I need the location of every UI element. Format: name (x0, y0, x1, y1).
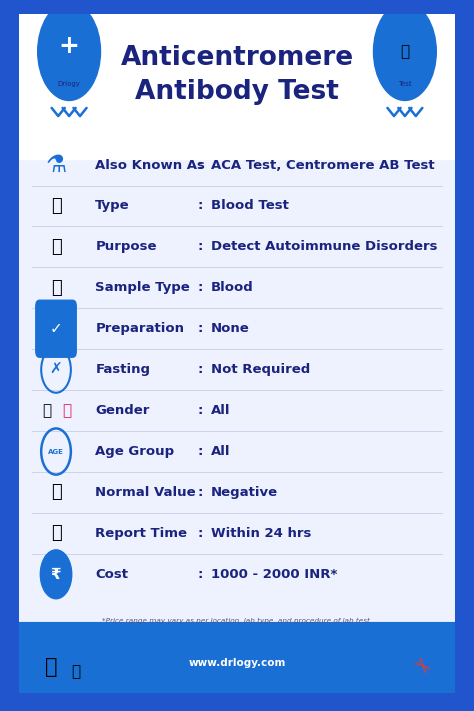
FancyBboxPatch shape (10, 1, 464, 160)
Text: Cost: Cost (95, 568, 128, 581)
Text: ✂: ✂ (407, 654, 433, 680)
Circle shape (40, 550, 72, 599)
Text: Gender: Gender (95, 404, 150, 417)
Text: All: All (211, 445, 230, 458)
Text: Drlogy: Drlogy (58, 81, 81, 87)
Text: Blood: Blood (211, 282, 254, 294)
Text: Not Required: Not Required (211, 363, 310, 376)
Text: Age Group: Age Group (95, 445, 174, 458)
Text: ₹: ₹ (51, 567, 61, 582)
Text: *Price range may vary as per location, lab type, and procedure of lab test.: *Price range may vary as per location, l… (102, 618, 372, 624)
Text: 🧪: 🧪 (401, 44, 410, 59)
Text: :: : (197, 240, 202, 253)
Text: :: : (197, 404, 202, 417)
Text: :: : (197, 527, 202, 540)
Text: 🎛: 🎛 (51, 483, 62, 501)
Text: :: : (197, 363, 202, 376)
Text: :: : (197, 322, 202, 336)
Text: Preparation: Preparation (95, 322, 184, 336)
Text: Antibody Test: Antibody Test (135, 80, 339, 105)
Text: All: All (211, 404, 230, 417)
Text: ⚗: ⚗ (46, 153, 66, 177)
Text: :: : (197, 282, 202, 294)
Text: ✗: ✗ (50, 362, 63, 377)
Text: +: + (59, 34, 80, 58)
Text: Fasting: Fasting (95, 363, 150, 376)
Text: Anticentromere: Anticentromere (120, 46, 354, 71)
Text: None: None (211, 322, 250, 336)
Text: 💉: 💉 (51, 279, 62, 296)
Text: 🔍: 🔍 (46, 658, 58, 678)
Text: Purpose: Purpose (95, 240, 157, 253)
Text: 💡: 💡 (51, 238, 62, 256)
Text: Within 24 hrs: Within 24 hrs (211, 527, 311, 540)
Text: Test: Test (398, 81, 412, 87)
Text: 🧪: 🧪 (71, 664, 80, 679)
Text: Blood Test: Blood Test (211, 200, 289, 213)
Text: Also Known As: Also Known As (95, 159, 205, 171)
Circle shape (374, 3, 436, 100)
Text: Type: Type (95, 200, 130, 213)
Text: AGE: AGE (48, 449, 64, 454)
Text: 👩: 👩 (63, 403, 72, 418)
Text: :: : (197, 159, 202, 171)
Text: :: : (197, 568, 202, 581)
Text: 👨: 👨 (42, 403, 51, 418)
Text: Sample Type: Sample Type (95, 282, 190, 294)
Text: www.drlogy.com: www.drlogy.com (188, 658, 286, 668)
Text: 1000 - 2000 INR*: 1000 - 2000 INR* (211, 568, 337, 581)
Text: Report Time: Report Time (95, 527, 187, 540)
FancyBboxPatch shape (35, 299, 77, 358)
Text: :: : (197, 486, 202, 499)
FancyBboxPatch shape (19, 100, 455, 146)
Text: Negative: Negative (211, 486, 278, 499)
Text: ⏱: ⏱ (51, 525, 62, 542)
Text: 🔬: 🔬 (51, 197, 62, 215)
Text: :: : (197, 445, 202, 458)
Text: ✓: ✓ (50, 321, 63, 336)
Text: Detect Autoimmune Disorders: Detect Autoimmune Disorders (211, 240, 438, 253)
Text: Normal Value: Normal Value (95, 486, 196, 499)
FancyBboxPatch shape (10, 622, 464, 707)
Text: ACA Test, Centromere AB Test: ACA Test, Centromere AB Test (211, 159, 435, 171)
Text: :: : (197, 200, 202, 213)
FancyBboxPatch shape (10, 1, 464, 707)
FancyBboxPatch shape (19, 632, 455, 649)
Circle shape (38, 3, 100, 100)
